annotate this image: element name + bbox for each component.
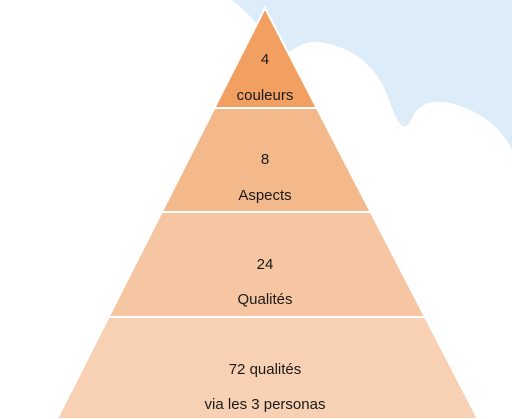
- level-label: couleurs: [237, 87, 294, 104]
- pyramid-level: [55, 316, 480, 419]
- background-shape: [232, 0, 512, 150]
- level-label: 8: [261, 151, 269, 168]
- level-label: 24: [257, 256, 274, 273]
- pyramid: 4 couleurs 8 Aspects 24 Qualités 72 qualités vi…: [55, 5, 480, 419]
- level-label: Aspects: [238, 187, 291, 204]
- level-label: 72 qualités: [229, 361, 302, 378]
- level-label: Qualités: [237, 291, 292, 308]
- level-label: via les 3 personas: [205, 396, 326, 413]
- level-label: 4: [261, 51, 269, 68]
